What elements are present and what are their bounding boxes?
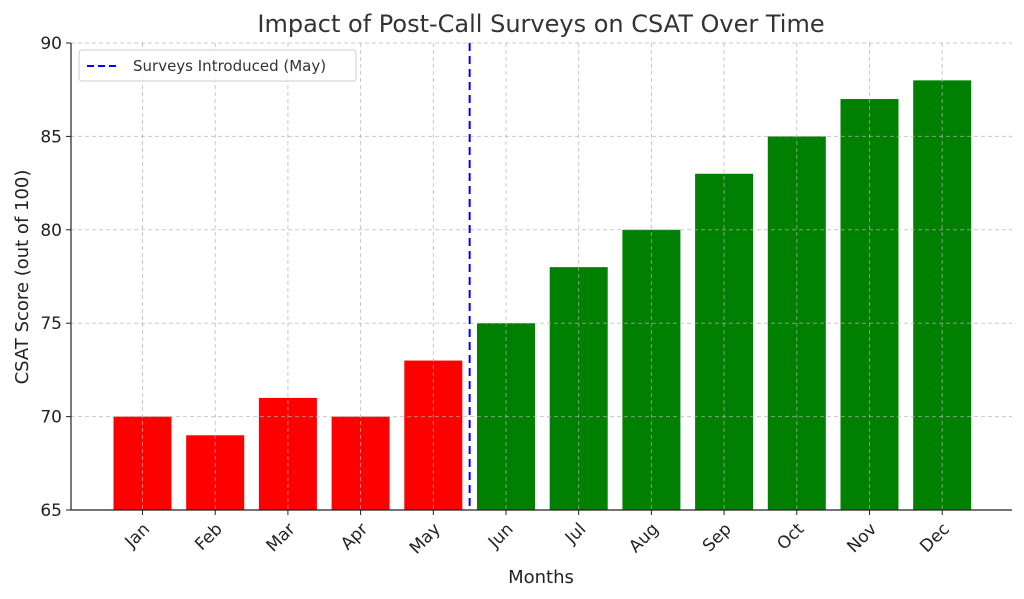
- legend: Surveys Introduced (May): [78, 49, 357, 82]
- legend-label: Surveys Introduced (May): [133, 57, 326, 75]
- y-ticks: 65 70 75 80 85 90: [40, 34, 62, 521]
- y-tick-label: 70: [40, 408, 62, 428]
- y-tick-label: 65: [40, 501, 62, 521]
- y-tick-label: 75: [40, 314, 62, 334]
- x-tick-label: Aug: [625, 519, 663, 557]
- x-tick-label: Jun: [484, 519, 518, 553]
- bars: [113, 80, 972, 511]
- x-tick-label: Apr: [337, 519, 372, 554]
- x-tick-label: Jul: [561, 519, 590, 548]
- legend-box: [78, 49, 357, 82]
- y-tick-label: 80: [40, 221, 62, 241]
- y-axis-label: CSAT Score (out of 100): [12, 170, 33, 385]
- x-tick-label: Mar: [263, 519, 300, 556]
- x-tick-label: Feb: [191, 519, 226, 554]
- y-tick-label: 90: [40, 34, 62, 54]
- x-tick-label: Dec: [916, 519, 953, 556]
- chart-title: Impact of Post-Call Surveys on CSAT Over…: [257, 10, 824, 38]
- y-tick-label: 85: [40, 127, 62, 147]
- x-tick-label: Oct: [773, 519, 808, 554]
- bar-aug: [622, 229, 681, 511]
- x-tick-label: Jan: [121, 519, 154, 552]
- x-ticks: Jan Feb Mar Apr May Jun Jul Aug Sep Oct Nov Dec: [121, 519, 954, 558]
- axes: [66, 42, 1012, 515]
- x-tick-label: Sep: [699, 519, 736, 556]
- x-tick-label: Nov: [843, 519, 881, 557]
- x-tick-label: May: [406, 519, 445, 558]
- x-axis-label: Months: [508, 567, 574, 588]
